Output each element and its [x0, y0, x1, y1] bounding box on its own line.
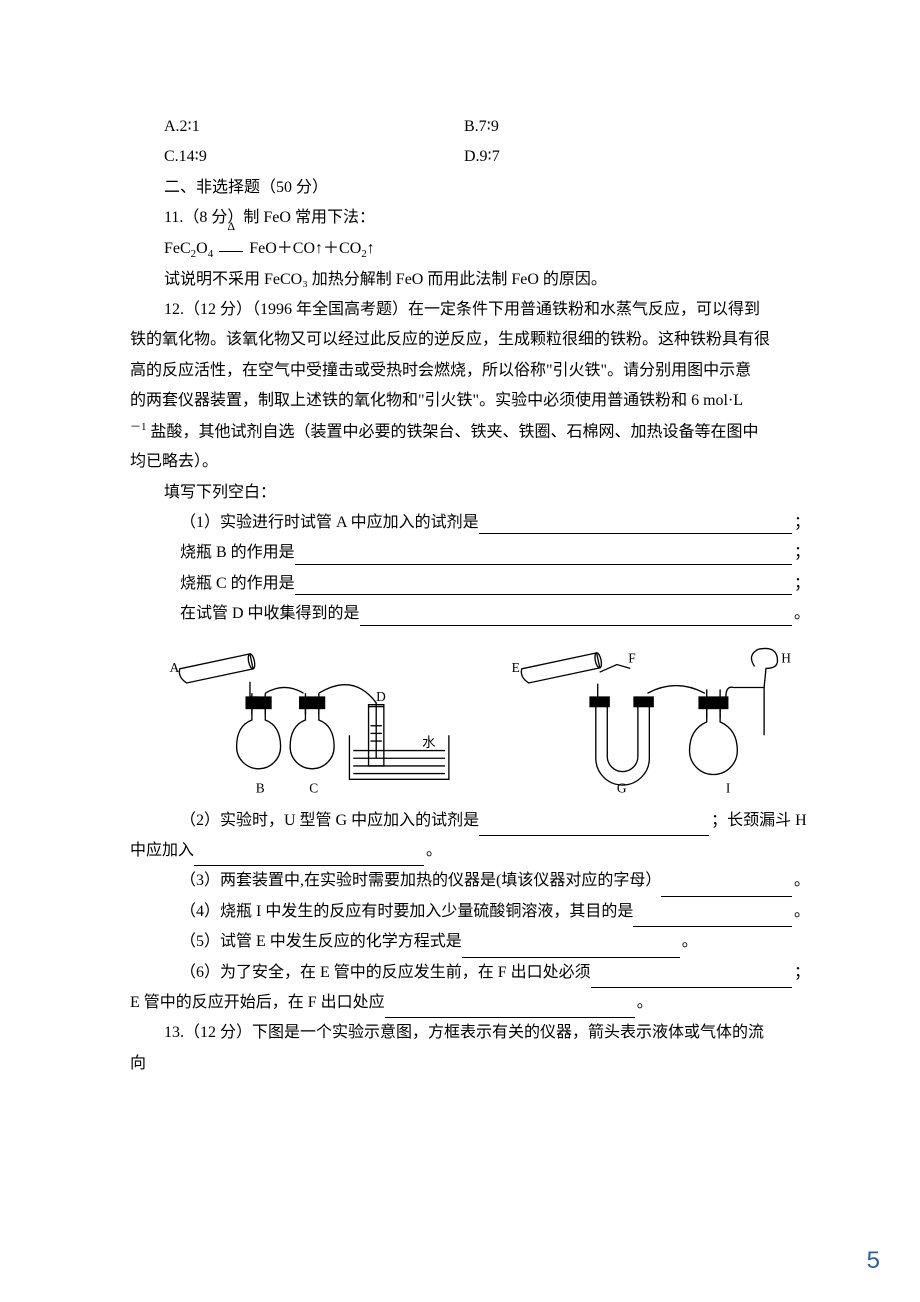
- q12-stem-l5: －1 盐酸，其他试剂自选（装置中必要的铁架台、铁夹、铁圈、石棉网、加热设备等在图…: [130, 417, 810, 448]
- blank-input[interactable]: [360, 608, 792, 626]
- q12-stem-l3: 高的反应活性，在空气中受撞击或受热时会燃烧，所以俗称"引火铁"。请分别用图中示意: [130, 356, 810, 386]
- label-a: A: [170, 660, 180, 675]
- label-d: D: [376, 689, 386, 704]
- label-i: I: [726, 780, 730, 795]
- q12-blank-5b: 中应加入 。: [130, 836, 810, 866]
- blank-input[interactable]: [479, 516, 792, 534]
- q10-option-a: A.2∶1: [164, 112, 464, 142]
- q10-option-c: C.14∶9: [164, 142, 464, 172]
- q12-stem-l2: 铁的氧化物。该氧化物又可以经过此反应的逆反应，生成颗粒很细的铁粉。这种铁粉具有很: [130, 325, 810, 355]
- q12-fill-intro: 填写下列空白：: [130, 478, 810, 508]
- q12-blank-3: 烧瓶 C 的作用是 ；: [130, 569, 810, 599]
- section-2-title: 二、非选择题（50 分）: [130, 173, 810, 203]
- label-h: H: [781, 650, 791, 665]
- blank-input[interactable]: [479, 818, 709, 836]
- label-e: E: [512, 660, 520, 675]
- apparatus-right-svg: E F G H I: [504, 640, 810, 800]
- q12-blank-1: （1）实验进行时试管 A 中应加入的试剂是 ；: [130, 508, 810, 538]
- q11-followup: 试说明不采用 FeCO₃ 加热分解制 FeO 而用此法制 FeO 的原因。: [130, 265, 810, 295]
- blank-input[interactable]: [295, 577, 792, 595]
- heat-delta-icon: Δ: [217, 234, 245, 264]
- label-c: C: [309, 780, 318, 795]
- q10-option-b: B.7∶9: [464, 112, 499, 142]
- q12-blank-8: （5）试管 E 中发生反应的化学方程式是 。: [130, 927, 810, 957]
- blank-input[interactable]: [661, 879, 792, 897]
- q12-blank-7: （4）烧瓶 I 中发生的反应有时要加入少量硫酸铜溶液，其目的是 。: [130, 897, 810, 927]
- q13-stem-l2: 向: [130, 1049, 810, 1079]
- blank-input[interactable]: [385, 1000, 635, 1018]
- blank-input[interactable]: [295, 547, 792, 565]
- blank-input[interactable]: [633, 909, 792, 927]
- blank-input[interactable]: [194, 848, 424, 866]
- apparatus-diagram: A B C D 水: [130, 630, 810, 806]
- q12-stem-l1: 12.（12 分）（1996 年全国高考题）在一定条件下用普通铁粉和水蒸气反应，…: [130, 295, 810, 325]
- apparatus-left-svg: A B C D 水: [162, 640, 468, 800]
- q13-stem-l1: 13.（12 分）下图是一个实验示意图，方框表示有关的仪器，箭头表示液体或气体的…: [130, 1018, 810, 1048]
- eq-feco: FeC: [164, 240, 191, 257]
- label-water: 水: [422, 734, 436, 749]
- q12-blank-4: 在试管 D 中收集得到的是 。: [130, 599, 810, 629]
- label-b: B: [256, 780, 265, 795]
- q12-stem-l4: 的两套仪器装置，制取上述铁的氧化物和"引火铁"。实验中必须使用普通铁粉和 6 m…: [130, 386, 810, 416]
- blank-input[interactable]: [462, 940, 680, 958]
- q12-blank-5: （2）实验时，U 型管 G 中应加入的试剂是 ；长颈漏斗 H: [130, 806, 810, 836]
- label-f: F: [628, 650, 635, 665]
- q10-option-d: D.9∶7: [464, 142, 500, 172]
- q12-stem-l6: 均已略去）。: [130, 447, 810, 477]
- q12-blank-9: （6）为了安全，在 E 管中的反应发生前，在 F 出口处必须 ；: [130, 958, 810, 988]
- q11-equation: FeC2O4 Δ FeO＋CO↑＋CO2↑: [130, 234, 810, 265]
- page-number: 5: [867, 1238, 880, 1284]
- label-g: G: [617, 780, 627, 795]
- q12-blank-2: 烧瓶 B 的作用是 ；: [130, 538, 810, 568]
- q12-blank-6: （3）两套装置中,在实验时需要加热的仪器是(填该仪器对应的字母） 。: [130, 866, 810, 896]
- q12-blank-10: E 管中的反应开始后，在 F 出口处应 。: [130, 988, 810, 1018]
- blank-input[interactable]: [591, 970, 792, 988]
